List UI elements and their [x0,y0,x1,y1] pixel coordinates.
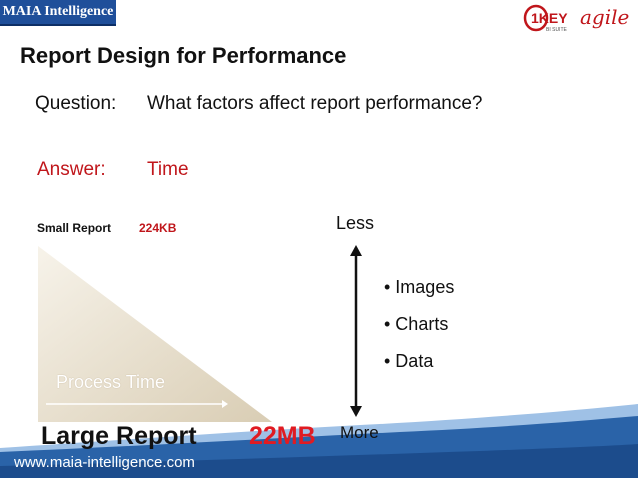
large-report-size: 22MB [249,422,316,450]
logo-script: agile [580,5,629,29]
small-report-size: 224KB [139,221,177,235]
performance-triangle [38,246,272,422]
answer-text: Time [147,159,189,180]
arrow-down-head [350,406,362,417]
process-time-label: Process Time [56,372,166,392]
footer-url[interactable]: www.maia-intelligence.com [14,454,195,471]
logo-sub: BI SUITE [546,27,568,33]
factor-item-data: • Data [384,351,434,371]
process-arrow-head [222,400,228,408]
large-report-label: Large Report [41,422,197,450]
brand-logo: MAIA Intelligence [0,0,116,26]
factor-list: • Images • Charts • Data [384,277,454,388]
small-report-label: Small Report [37,221,112,235]
product-logo: 1KEY BI SUITE agile [523,4,629,33]
arrow-up-head [350,245,362,256]
question-text: What factors affect report performance? [147,93,483,114]
factor-item-charts: • Charts [384,314,449,334]
slide-title: Report Design for Performance [20,43,347,68]
answer-label: Answer: [37,159,106,180]
brand-name: MAIA Intelligence [2,4,114,19]
question-label: Question: [35,93,117,114]
less-label: Less [336,213,375,233]
logo-main: 1KEY [531,10,568,26]
factor-item-images: • Images [384,277,455,297]
more-label: More [340,423,379,442]
